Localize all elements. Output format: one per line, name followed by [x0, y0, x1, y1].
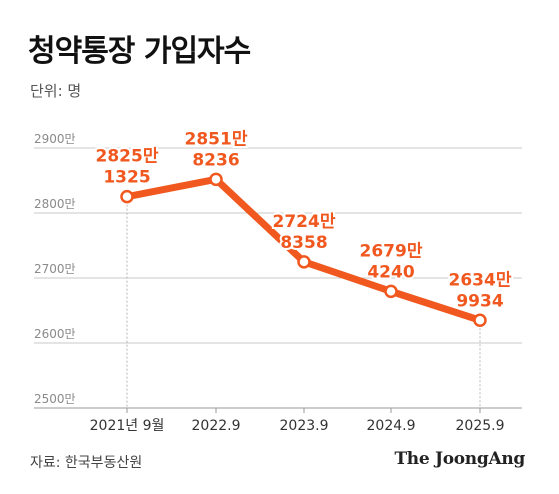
y-tick-label: 2800만 [34, 197, 76, 211]
x-tick-label: 2023.9 [280, 418, 329, 434]
y-tick-label: 2700만 [34, 262, 76, 276]
data-label: 2724만 [273, 212, 336, 232]
brand-logo: The JoongAng [394, 449, 525, 469]
data-label: 8236 [192, 150, 239, 170]
y-tick-label: 2900만 [34, 132, 76, 146]
data-point [384, 284, 398, 299]
series-layer [120, 172, 487, 328]
guide-lines [126, 196, 481, 408]
data-label: 1325 [103, 168, 150, 188]
x-tick-label: 2021년 9월 [90, 418, 165, 434]
data-label: 9934 [456, 291, 503, 311]
x-tick-label: 2024.9 [367, 418, 416, 434]
data-label: 2679만 [360, 241, 423, 261]
page-title: 청약통장 가입자수 [28, 34, 251, 69]
data-label: 2851만 [185, 129, 248, 149]
x-tick-label: 2025.9 [456, 418, 505, 434]
data-point [297, 255, 311, 269]
unit-label: 단위: 명 [30, 82, 82, 100]
y-tick-label: 2500만 [34, 392, 76, 406]
data-label: 2825만 [96, 147, 159, 167]
data-point [473, 313, 487, 328]
data-label: 4240 [367, 262, 414, 282]
data-label: 8358 [280, 233, 327, 253]
x-axis-ticks: 2021년 9월 2022.9 2023.9 2024.9 2025.9 [90, 408, 505, 434]
data-point [120, 189, 134, 204]
source-note: 자료: 한국부동산원 [30, 455, 143, 471]
data-point [209, 172, 223, 187]
gridlines [34, 147, 522, 409]
x-tick-label: 2022.9 [192, 418, 241, 434]
data-label: 2634만 [449, 270, 512, 290]
y-tick-label: 2600만 [34, 327, 76, 341]
y-axis-ticks: 2500만 2600만 2700만 2800만 2900만 [34, 132, 76, 406]
